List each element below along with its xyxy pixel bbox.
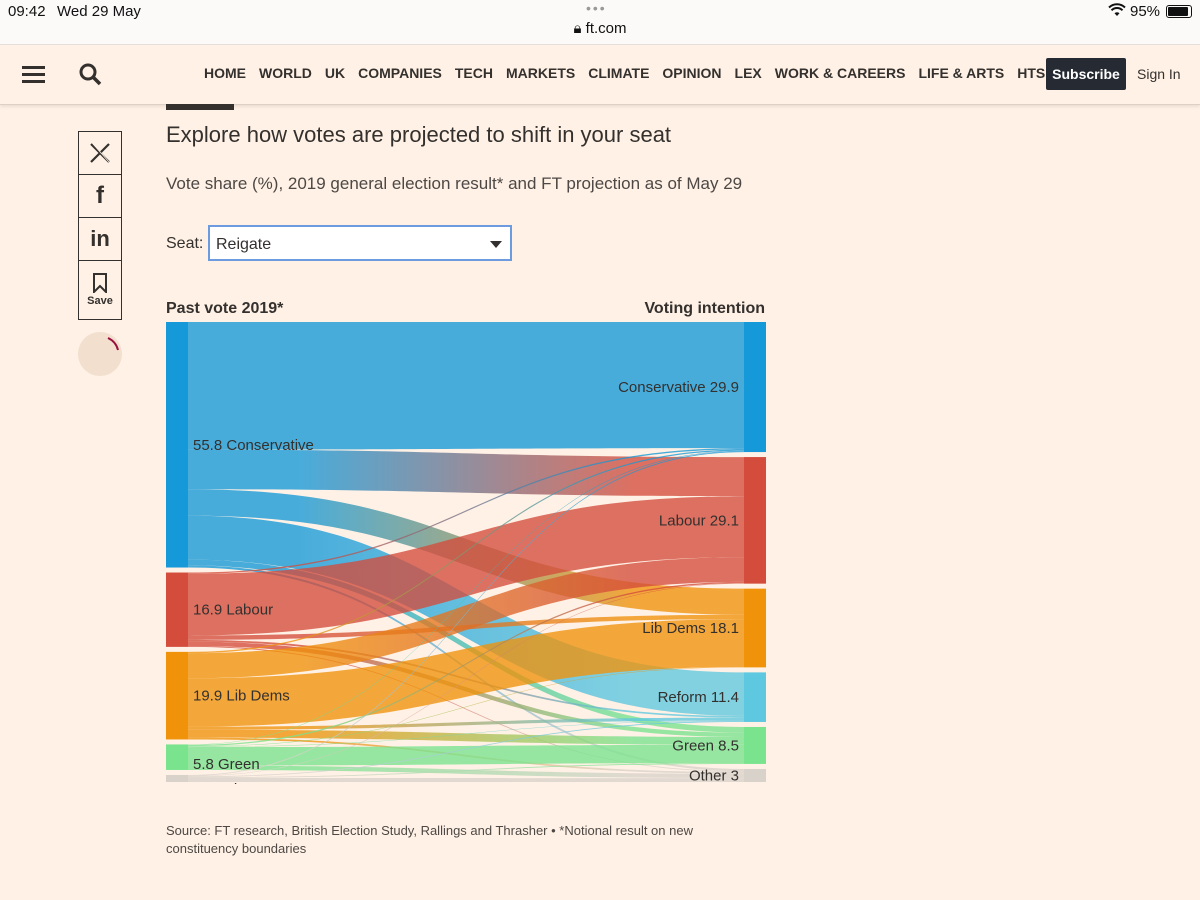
- nav-htsi[interactable]: HTSI: [1017, 65, 1050, 81]
- status-date: Wed 29 May: [57, 3, 141, 20]
- linkedin-icon: in: [90, 226, 110, 251]
- flow-green-to-green: [188, 744, 744, 766]
- right-label-reform: Reform 11.4: [658, 689, 739, 706]
- nav-lex[interactable]: LEX: [734, 65, 762, 81]
- right-column-title: Voting intention: [644, 300, 765, 317]
- nav-work-careers[interactable]: WORK & CAREERS: [774, 65, 906, 81]
- right-node-conservative: [744, 322, 766, 453]
- right-label-labour: Labour 29.1: [659, 512, 739, 529]
- flow-labour-to-other: [188, 646, 744, 772]
- flow-other-to-labour: [188, 583, 744, 777]
- sankey-chart: 55.8 Conservative 16.9 Labour 19.9 Lib Dem…: [166, 322, 766, 784]
- flow-green-to-conservative: [188, 450, 744, 745]
- flow-other-to-other: [188, 778, 744, 782]
- flow-labour-to-labour: [188, 496, 744, 636]
- share-linkedin-button[interactable]: in: [78, 217, 122, 261]
- subscribe-button[interactable]: Subscribe: [1046, 58, 1126, 90]
- address-bar[interactable]: 🔒︎ ft.com: [0, 20, 1200, 37]
- flow-other-to-reform: [188, 721, 744, 778]
- right-node-lib-dems: [744, 588, 766, 668]
- lock-icon: 🔒︎: [573, 20, 582, 37]
- left-label-green: 5.8 Green: [193, 756, 260, 773]
- flow-conservative-to-conservative: [188, 322, 744, 450]
- section-rule: [166, 104, 234, 110]
- battery-icon: [1166, 5, 1192, 18]
- reading-progress-icon: [78, 332, 122, 376]
- right-label-other: Other 3: [689, 767, 739, 784]
- share-facebook-button[interactable]: f: [78, 174, 122, 218]
- left-node-green: [166, 744, 188, 770]
- share-x-button[interactable]: [78, 131, 122, 175]
- flow-conservative-to-green: [188, 559, 744, 733]
- flow-lib-dems-to-conservative: [188, 449, 744, 654]
- left-node-conservative: [166, 322, 188, 568]
- left-label-labour: 16.9 Labour: [193, 602, 273, 619]
- bookmark-icon: [93, 273, 107, 293]
- dropdown-arrow-icon: [490, 241, 502, 248]
- flow-other-to-green: [188, 763, 744, 779]
- seat-dropdown[interactable]: Reigate: [208, 225, 512, 261]
- url-text: ft.com: [585, 20, 627, 37]
- flow-green-to-reform: [188, 720, 744, 748]
- nav-opinion[interactable]: OPINION: [662, 65, 722, 81]
- flow-lib-dems-to-labour: [188, 557, 744, 679]
- nav-companies[interactable]: COMPANIES: [358, 65, 442, 81]
- save-label: Save: [87, 295, 113, 307]
- x-icon: [90, 143, 110, 163]
- wifi-icon: [1108, 3, 1126, 21]
- chart-source: Source: FT research, British Election St…: [166, 823, 693, 856]
- tab-dots-icon[interactable]: •••: [586, 0, 607, 16]
- facebook-icon: f: [96, 182, 104, 209]
- right-label-conservative: Conservative 29.9: [618, 379, 739, 396]
- nav-uk[interactable]: UK: [324, 65, 346, 81]
- left-label-lib-dems: 19.9 Lib Dems: [193, 688, 290, 705]
- search-icon[interactable]: [78, 62, 102, 86]
- battery-percent: 95%: [1130, 3, 1161, 20]
- left-node-other: [166, 774, 188, 782]
- chart-heading: Explore how votes are projected to shift…: [166, 122, 672, 147]
- right-label-green: Green 8.5: [672, 737, 739, 754]
- flow-lib-dems-to-reform: [188, 717, 744, 730]
- left-label-conservative: 55.8 Conservative: [193, 437, 314, 454]
- flow-green-to-labour: [188, 581, 744, 747]
- nav-climate[interactable]: CLIMATE: [588, 65, 650, 81]
- flow-green-to-lib-dems: [188, 666, 744, 747]
- menu-icon[interactable]: [22, 66, 45, 84]
- left-node-labour: [166, 572, 188, 647]
- seat-label: Seat:: [166, 235, 204, 252]
- flow-green-to-other: [188, 765, 744, 779]
- seat-dropdown-value: Reigate: [216, 236, 272, 253]
- left-node-lib-dems: [166, 651, 188, 740]
- nav-markets[interactable]: MARKETS: [506, 65, 576, 81]
- sign-in-link[interactable]: Sign In: [1137, 66, 1181, 82]
- status-time: 09:42: [8, 3, 46, 20]
- nav-life-arts[interactable]: LIFE & ARTS: [918, 65, 1005, 81]
- right-node-green: [744, 726, 766, 764]
- left-column-title: Past vote 2019*: [166, 300, 284, 317]
- flow-labour-to-conservative: [188, 448, 744, 574]
- flow-conservative-to-labour: [188, 449, 744, 497]
- flow-lib-dems-to-lib-dems: [188, 619, 744, 727]
- right-label-lib-dems: Lib Dems 18.1: [642, 620, 739, 637]
- nav-home[interactable]: HOME: [204, 65, 246, 81]
- section-nav: HOME WORLD UK COMPANIES TECH MARKETS CLI…: [204, 65, 1049, 81]
- flow-lib-dems-to-green: [188, 729, 744, 745]
- ft-navbar: HOME WORLD UK COMPANIES TECH MARKETS CLI…: [0, 45, 1200, 105]
- ios-status-bar: 09:42 Wed 29 May ••• 🔒︎ ft.com 95%: [0, 0, 1200, 45]
- nav-tech[interactable]: TECH: [454, 65, 493, 81]
- right-node-reform: [744, 672, 766, 722]
- share-bar: f in Save: [78, 131, 122, 320]
- left-label-other: 1.6 Other: [193, 781, 256, 784]
- nav-world[interactable]: WORLD: [259, 65, 312, 81]
- save-button[interactable]: Save: [78, 260, 122, 320]
- right-node-labour: [744, 457, 766, 584]
- flow-other-to-conservative: [188, 451, 744, 776]
- right-node-other: [744, 768, 766, 782]
- chart-subheading: Vote share (%), 2019 general election re…: [166, 174, 743, 193]
